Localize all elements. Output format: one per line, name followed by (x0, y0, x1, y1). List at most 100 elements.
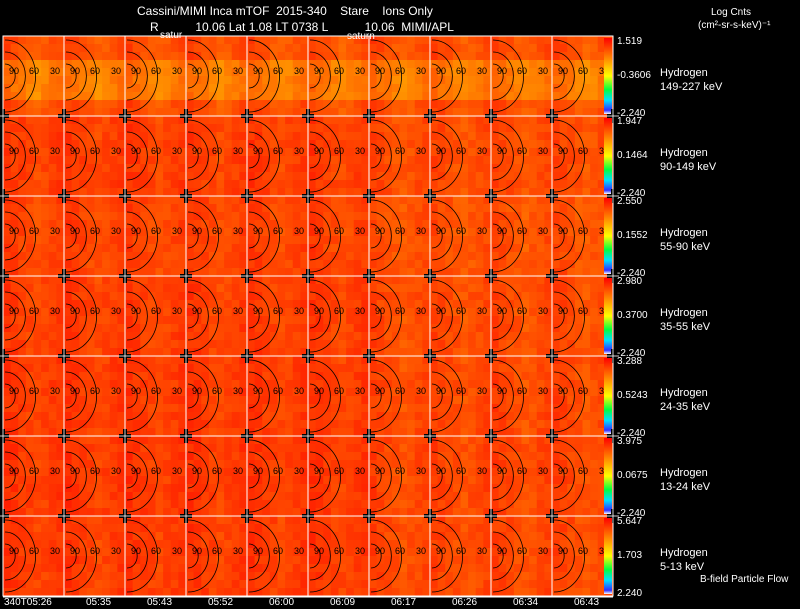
flux-pixel (41, 220, 50, 229)
flux-pixel (498, 244, 507, 253)
flux-pixel (201, 388, 210, 397)
flux-pixel (193, 52, 202, 61)
flux-pixel (18, 228, 27, 237)
flux-pixel (25, 268, 34, 277)
flux-pixel (338, 292, 347, 301)
flux-pixel (140, 372, 149, 381)
flux-pixel (102, 396, 111, 405)
flux-pixel (292, 380, 301, 389)
contour-label: 30 (538, 146, 548, 156)
flux-pixel (384, 68, 393, 77)
flux-pixel (330, 428, 339, 437)
flux-pixel (3, 332, 12, 341)
contour-label: 90 (192, 466, 202, 476)
flux-pixel (140, 308, 149, 317)
flux-pixel (132, 252, 141, 261)
flux-pixel (193, 92, 202, 101)
flux-pixel (247, 396, 256, 405)
flux-pixel (315, 92, 324, 101)
flux-pixel (452, 220, 461, 229)
flux-pixel (71, 500, 80, 509)
flux-pixel (529, 380, 538, 389)
flux-pixel (178, 268, 187, 277)
flux-pixel (170, 100, 179, 109)
flux-pixel (25, 228, 34, 237)
flux-pixel (18, 452, 27, 461)
flux-pixel (384, 292, 393, 301)
flux-pixel (445, 124, 454, 133)
flux-pixel (277, 44, 286, 53)
flux-pixel (437, 100, 446, 109)
flux-pixel (277, 284, 286, 293)
flux-pixel (56, 292, 65, 301)
flux-pixel (399, 412, 408, 421)
angle-contour (492, 211, 514, 261)
flux-pixel (64, 92, 73, 101)
flux-pixel (300, 172, 309, 181)
flux-pixel (407, 92, 416, 101)
flux-pixel (147, 84, 156, 93)
flux-pixel (254, 444, 263, 453)
flux-pixel (300, 132, 309, 141)
flux-pixel (117, 140, 126, 149)
flux-pixel (140, 196, 149, 205)
flux-pixel (140, 468, 149, 477)
flux-pixel (41, 268, 50, 277)
flux-pixel (414, 100, 423, 109)
flux-pixel (521, 196, 530, 205)
flux-pixel (483, 196, 492, 205)
flux-pixel (315, 100, 324, 109)
flux-pixel (25, 364, 34, 373)
flux-pixel (521, 92, 530, 101)
flux-pixel (117, 436, 126, 445)
flux-pixel (254, 276, 263, 285)
flux-pixel (94, 348, 103, 357)
flux-pixel (239, 300, 248, 309)
flux-pixel (460, 68, 469, 77)
flux-pixel (582, 252, 591, 261)
flux-pixel (452, 428, 461, 437)
flux-pixel (125, 420, 134, 429)
flux-pixel (147, 228, 156, 237)
flux-pixel (25, 236, 34, 245)
flux-pixel (48, 44, 57, 53)
flux-pixel (590, 220, 599, 229)
contour-label: 60 (29, 66, 39, 76)
flux-pixel (414, 316, 423, 325)
flux-pixel (468, 36, 477, 45)
flux-pixel (529, 164, 538, 173)
flux-pixel (71, 372, 80, 381)
flux-pixel (536, 44, 545, 53)
flux-pixel (369, 92, 378, 101)
flux-pixel (407, 284, 416, 293)
flux-pixel (224, 100, 233, 109)
flux-pixel (513, 396, 522, 405)
flux-pixel (140, 420, 149, 429)
flux-pixel (384, 76, 393, 85)
flux-pixel (285, 140, 294, 149)
flux-pixel (597, 276, 606, 285)
flux-pixel (18, 36, 27, 45)
flux-pixel (468, 420, 477, 429)
flux-pixel (285, 124, 294, 133)
flux-pixel (475, 132, 484, 141)
flux-pixel (407, 196, 416, 205)
flux-pixel (323, 44, 332, 53)
flux-pixel (315, 164, 324, 173)
flux-pixel (277, 132, 286, 141)
flux-pixel (109, 228, 118, 237)
grid-marker (0, 269, 9, 283)
flux-pixel (544, 244, 553, 253)
flux-pixel (18, 260, 27, 269)
flux-pixel (147, 52, 156, 61)
flux-pixel (597, 396, 606, 405)
flux-pixel (132, 380, 141, 389)
flux-pixel (193, 204, 202, 213)
angle-contour (309, 51, 331, 101)
flux-pixel (590, 60, 599, 69)
contour-label: 60 (212, 466, 222, 476)
flux-pixel (544, 212, 553, 221)
flux-pixel (292, 100, 301, 109)
